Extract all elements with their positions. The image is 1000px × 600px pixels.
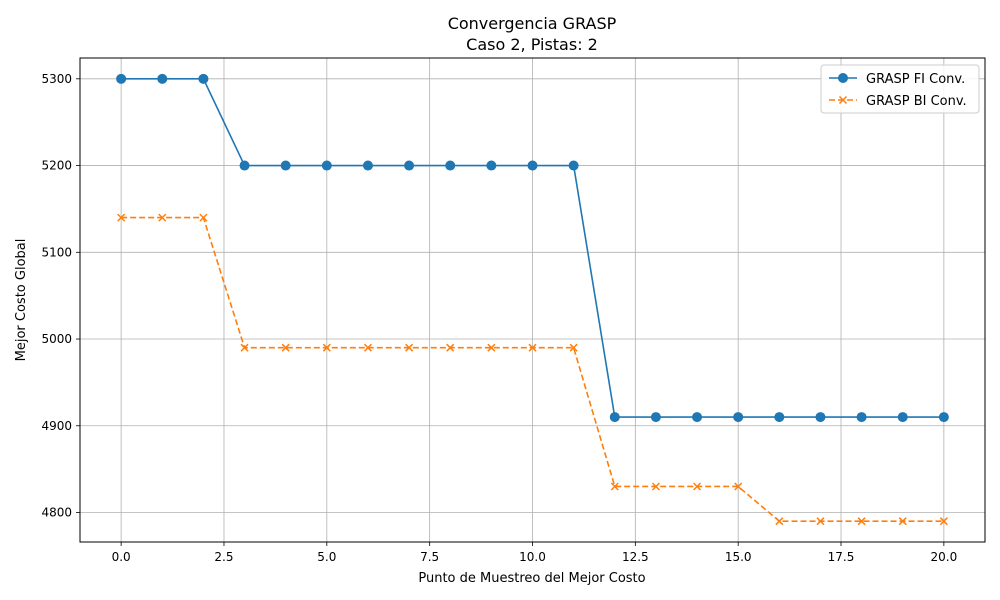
data-point xyxy=(280,160,291,171)
legend-box xyxy=(820,64,980,114)
data-point xyxy=(158,213,167,222)
data-point xyxy=(569,343,578,352)
y-tick-label: 5000 xyxy=(41,332,72,346)
x-axis: 0.0 2.5 5.0 7.5 10.0 12.5 15.0 17.5 20.0 xyxy=(112,542,958,564)
data-point xyxy=(816,517,825,526)
data-point xyxy=(775,517,784,526)
grid xyxy=(80,58,985,542)
chart-title: Convergencia GRASP xyxy=(448,14,617,33)
series-layer xyxy=(116,73,949,526)
data-point xyxy=(528,343,537,352)
data-point xyxy=(734,482,743,491)
y-tick-label: 5300 xyxy=(41,72,72,86)
data-point xyxy=(157,73,168,84)
chart-subtitle: Caso 2, Pistas: 2 xyxy=(466,35,598,54)
data-point xyxy=(117,213,126,222)
data-point xyxy=(405,343,414,352)
x-axis-label: Punto de Muestreo del Mejor Costo xyxy=(418,571,645,586)
data-point xyxy=(651,482,660,491)
x-tick-label: 0.0 xyxy=(112,550,131,564)
data-point xyxy=(445,160,456,171)
data-point xyxy=(898,517,907,526)
data-point xyxy=(938,412,949,423)
legend-label: GRASP BI Conv. xyxy=(866,94,967,109)
series-grasp-bi xyxy=(117,213,948,526)
y-tick-label: 5100 xyxy=(41,245,72,259)
data-point xyxy=(527,160,538,171)
data-point xyxy=(650,412,661,423)
data-point xyxy=(281,343,290,352)
data-point xyxy=(446,343,455,352)
x-tick-label: 5.0 xyxy=(317,550,336,564)
data-point xyxy=(856,412,867,423)
data-point xyxy=(363,343,372,352)
data-point xyxy=(321,160,332,171)
data-point xyxy=(240,343,249,352)
data-point xyxy=(733,412,744,423)
x-tick-label: 12.5 xyxy=(622,550,649,564)
data-point xyxy=(199,213,208,222)
y-tick-label: 5200 xyxy=(41,159,72,173)
x-tick-label: 10.0 xyxy=(519,550,546,564)
data-point xyxy=(897,412,908,423)
data-point xyxy=(815,412,826,423)
x-tick-label: 15.0 xyxy=(725,550,752,564)
y-tick-label: 4800 xyxy=(41,506,72,520)
data-point xyxy=(486,160,497,171)
data-point xyxy=(939,517,948,526)
x-tick-label: 20.0 xyxy=(931,550,958,564)
data-point xyxy=(857,517,866,526)
legend-marker xyxy=(838,95,848,105)
x-tick-label: 7.5 xyxy=(420,550,439,564)
x-tick-label: 17.5 xyxy=(828,550,855,564)
x-tick-label: 2.5 xyxy=(214,550,233,564)
data-point xyxy=(774,412,785,423)
data-point xyxy=(116,73,127,84)
legend: GRASP FI Conv. GRASP BI Conv. xyxy=(820,64,980,114)
series-grasp-fi xyxy=(116,73,949,423)
data-point xyxy=(322,343,331,352)
legend-marker xyxy=(838,73,848,83)
data-point xyxy=(198,73,209,84)
y-axis: 4800 4900 5000 5100 5200 5300 xyxy=(41,72,80,520)
y-axis-label: Mejor Costo Global xyxy=(14,239,29,362)
legend-label: GRASP FI Conv. xyxy=(866,72,965,87)
data-point xyxy=(362,160,373,171)
data-point xyxy=(692,412,703,423)
data-point xyxy=(239,160,250,171)
data-point xyxy=(610,482,619,491)
y-tick-label: 4900 xyxy=(41,419,72,433)
data-point xyxy=(609,412,620,423)
data-point xyxy=(404,160,415,171)
data-point xyxy=(487,343,496,352)
data-point xyxy=(568,160,579,171)
data-point xyxy=(693,482,702,491)
